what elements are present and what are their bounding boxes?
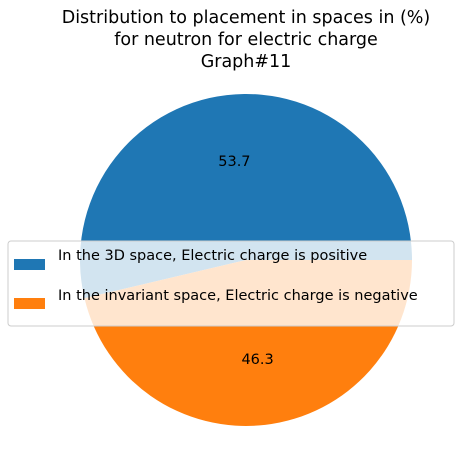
slice-value-label: 46.3	[241, 352, 273, 368]
slice-value-label: 53.7	[218, 154, 250, 170]
pie-slice-labels: 53.7 46.3	[218, 154, 273, 368]
chart-title-line-2: for neutron for electric charge	[114, 30, 378, 50]
chart-title-line-3: Graph#11	[201, 52, 292, 72]
legend-frame	[7, 240, 455, 327]
legend-swatch	[14, 298, 45, 309]
chart-legend: In the 3D space, Electric charge is posi…	[7, 240, 455, 327]
legend-entry-label: In the invariant space, Electric charge …	[58, 288, 418, 304]
chart-title: Distribution to placement in spaces in (…	[62, 8, 431, 72]
legend-swatch	[14, 259, 45, 270]
chart-title-line-1: Distribution to placement in spaces in (…	[62, 8, 431, 28]
legend-entry-label: In the 3D space, Electric charge is posi…	[58, 248, 367, 264]
